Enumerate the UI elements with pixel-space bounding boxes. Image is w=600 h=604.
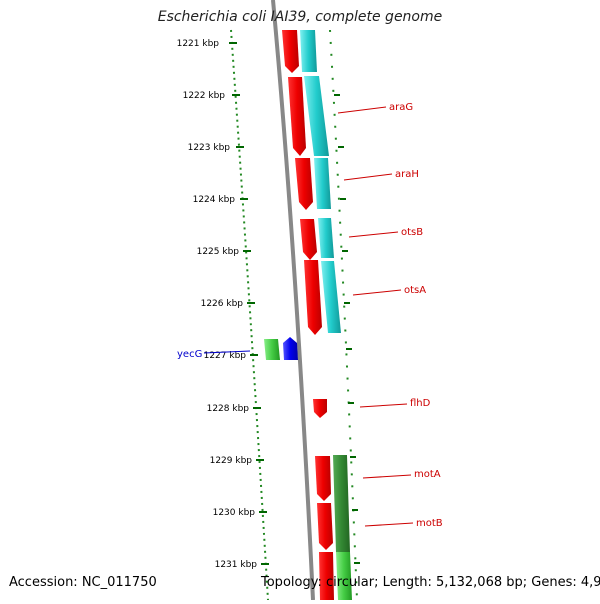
cds-arrow[interactable] bbox=[304, 260, 322, 335]
ruler-tick-label: 1225 kbp bbox=[197, 247, 240, 257]
gene-label-yecg[interactable]: yecG bbox=[177, 349, 202, 360]
topology-label: Topology: circular; Length: 5,132,068 bp… bbox=[261, 575, 600, 590]
ruler-tick-label: 1222 kbp bbox=[183, 91, 226, 101]
gene-label-otsa[interactable]: otsA bbox=[404, 285, 426, 296]
ruler-tick-label: 1231 kbp bbox=[215, 560, 258, 570]
gene-feature[interactable] bbox=[300, 30, 317, 72]
gene-labels: araG araH otsB otsA yecG flhD motA motB bbox=[177, 102, 443, 529]
outer-track-ticks bbox=[334, 94, 360, 564]
ruler-tick-label: 1226 kbp bbox=[201, 299, 244, 309]
label-connector bbox=[348, 231, 399, 238]
gene-feature[interactable] bbox=[314, 158, 331, 209]
cds-track bbox=[282, 30, 334, 600]
cds-arrow[interactable] bbox=[300, 219, 317, 260]
gene-feature[interactable] bbox=[304, 76, 329, 156]
label-connector bbox=[362, 474, 412, 479]
cds-arrow[interactable] bbox=[315, 456, 331, 501]
gene-track bbox=[300, 30, 341, 333]
map-title: Escherichia coli IAI39, complete genome bbox=[157, 9, 443, 25]
gene-label-arag[interactable]: araG bbox=[389, 102, 413, 113]
accession-label: Accession: NC_011750 bbox=[9, 575, 157, 590]
ruler-tick-label: 1227 kbp bbox=[204, 351, 247, 361]
cds-arrow[interactable] bbox=[317, 503, 333, 550]
ruler-tick-label: 1221 kbp bbox=[177, 39, 220, 49]
label-connector bbox=[343, 173, 393, 181]
gene-feature[interactable] bbox=[318, 218, 334, 258]
genome-backbone bbox=[271, 0, 315, 601]
label-connector bbox=[337, 106, 387, 114]
gene-feature[interactable] bbox=[336, 552, 352, 600]
cds-arrow[interactable] bbox=[282, 30, 299, 73]
label-connector bbox=[359, 403, 408, 408]
gene-label-otsb[interactable]: otsB bbox=[401, 227, 423, 238]
ruler-tick-label: 1228 kbp bbox=[207, 404, 250, 414]
cds-arrow[interactable] bbox=[319, 552, 334, 600]
gene-feature[interactable] bbox=[333, 455, 350, 552]
gene-feature[interactable] bbox=[264, 339, 280, 360]
ruler-tick-label: 1230 kbp bbox=[213, 508, 256, 518]
ruler-tick-label: 1229 kbp bbox=[210, 456, 253, 466]
label-connector bbox=[364, 522, 414, 527]
label-connector bbox=[203, 350, 251, 354]
gene-label-motb[interactable]: motB bbox=[416, 518, 443, 529]
ruler-tick-label: 1223 kbp bbox=[188, 143, 231, 153]
cds-arrow[interactable] bbox=[295, 158, 313, 210]
gene-label-flhd[interactable]: flhD bbox=[410, 398, 431, 409]
rna-arrow[interactable] bbox=[283, 337, 298, 360]
ruler: 1221 kbp 1222 kbp 1223 kbp 1224 kbp 1225… bbox=[177, 39, 269, 570]
green-features bbox=[264, 339, 352, 600]
gene-label-mota[interactable]: motA bbox=[414, 469, 441, 480]
outer-track bbox=[329, 29, 358, 601]
cds-arrow[interactable] bbox=[313, 399, 327, 418]
label-connector bbox=[352, 289, 402, 296]
gene-label-arah[interactable]: araH bbox=[395, 169, 419, 180]
ruler-tick-label: 1224 kbp bbox=[193, 195, 236, 205]
gene-feature[interactable] bbox=[321, 261, 341, 333]
cds-arrow[interactable] bbox=[288, 77, 306, 156]
